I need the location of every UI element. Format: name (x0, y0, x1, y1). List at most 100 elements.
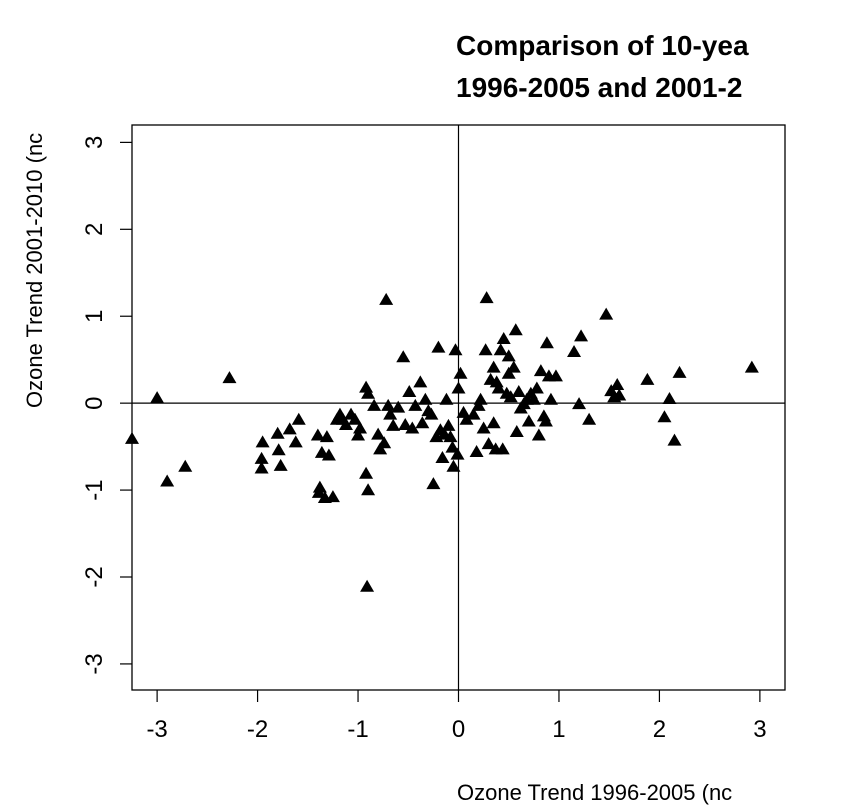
data-point (548, 369, 563, 382)
data-point (402, 384, 417, 397)
data-point (538, 414, 553, 427)
data-point (509, 424, 524, 437)
data-point (521, 414, 536, 427)
data-point (367, 398, 382, 411)
data-point (150, 391, 165, 404)
data-point (282, 422, 297, 435)
data-point (572, 397, 587, 410)
data-point (486, 360, 501, 373)
data-point (503, 390, 518, 403)
x-tick-label: 0 (452, 716, 465, 743)
data-point (511, 384, 526, 397)
data-point (612, 388, 627, 401)
data-point (270, 426, 285, 439)
data-point (361, 386, 376, 399)
data-point (424, 407, 439, 420)
data-point (476, 421, 491, 434)
data-point (451, 381, 466, 394)
data-point (353, 421, 368, 434)
data-point (271, 443, 286, 456)
y-tick-label: 1 (81, 310, 108, 323)
data-point (533, 364, 548, 377)
data-point (508, 323, 523, 336)
data-point (443, 430, 458, 443)
data-point (481, 437, 496, 450)
data-point (351, 428, 366, 441)
data-point (640, 372, 655, 385)
data-point (445, 440, 460, 453)
data-point (531, 428, 546, 441)
data-point (398, 418, 413, 431)
data-point (495, 442, 510, 455)
data-point (312, 480, 327, 493)
data-point (479, 291, 494, 304)
x-tick-label: 2 (653, 716, 666, 743)
data-point (466, 407, 481, 420)
data-point (381, 398, 396, 411)
data-point (160, 474, 175, 487)
data-point (254, 451, 269, 464)
data-point (321, 448, 336, 461)
data-point (125, 431, 139, 444)
reference-lines (132, 125, 785, 690)
y-tick-label: -2 (81, 566, 108, 587)
data-point (418, 392, 433, 405)
y-tick-label: 0 (81, 396, 108, 409)
data-point (469, 444, 484, 457)
data-point (391, 400, 406, 413)
data-point (371, 427, 386, 440)
y-tick-label: 3 (81, 136, 108, 149)
data-point (348, 412, 363, 425)
x-axis-label: Ozone Trend 1996-2005 (nc (457, 780, 732, 805)
data-point (610, 378, 625, 391)
data-point (319, 430, 334, 443)
data-point (413, 375, 428, 388)
data-point (441, 418, 456, 431)
y-tick-label: -1 (81, 479, 108, 500)
data-point (672, 365, 687, 378)
y-axis: -3 -2 -1 0 1 2 3 (81, 136, 132, 675)
data-point (478, 343, 493, 356)
data-point (667, 433, 682, 446)
data-point (506, 360, 521, 373)
data-point (526, 392, 541, 405)
data-point (446, 459, 461, 472)
data-point (396, 350, 411, 363)
data-point (657, 410, 672, 423)
data-point (744, 360, 759, 373)
data-point (383, 407, 398, 420)
data-point (273, 458, 288, 471)
data-point (255, 435, 270, 448)
data-point (599, 307, 614, 320)
data-point (567, 345, 582, 357)
data-points (125, 291, 759, 592)
x-tick-label: -3 (146, 716, 167, 743)
data-point (539, 336, 554, 349)
data-point (373, 442, 388, 455)
data-point (222, 371, 237, 384)
data-point (415, 416, 430, 429)
data-point (377, 436, 392, 449)
data-point (408, 398, 423, 411)
data-point (450, 447, 465, 460)
data-point (405, 421, 420, 434)
data-point (310, 428, 325, 441)
data-point (543, 392, 558, 405)
data-point (473, 392, 488, 405)
x-axis: -3 -2 -1 0 1 2 3 (146, 690, 767, 743)
data-point (254, 461, 269, 474)
x-tick-label: -2 (247, 716, 268, 743)
data-point (386, 418, 401, 431)
data-point (359, 466, 374, 479)
data-point (439, 392, 454, 405)
data-point (493, 343, 508, 356)
data-point (178, 459, 193, 472)
data-point (426, 477, 441, 490)
data-point (431, 340, 446, 353)
y-tick-label: -3 (81, 653, 108, 674)
data-point (360, 579, 375, 592)
data-point (582, 412, 597, 425)
data-point (486, 416, 501, 429)
data-point (453, 366, 468, 379)
